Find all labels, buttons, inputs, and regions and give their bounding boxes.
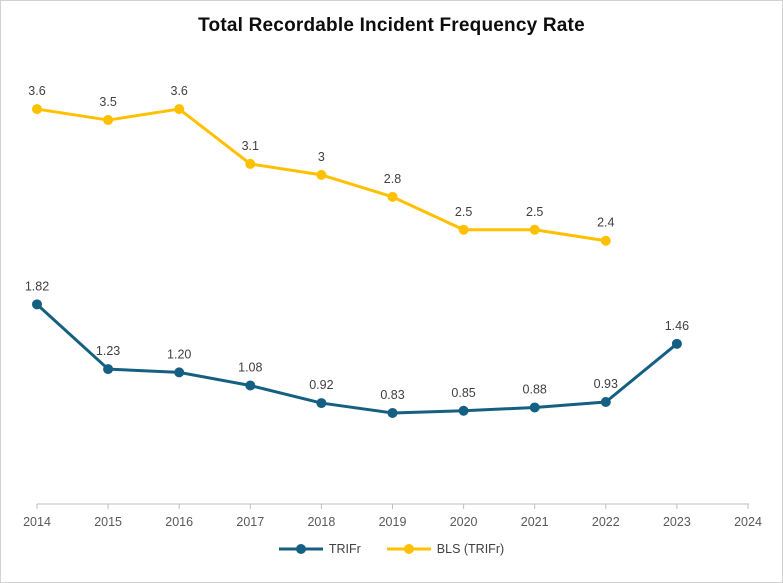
- data-point-label: 0.88: [523, 382, 547, 396]
- data-point-label: 1.46: [665, 319, 689, 333]
- legend-label-trifr: TRIFr: [328, 542, 361, 556]
- data-point-label: 3: [318, 150, 325, 164]
- data-point-label: 3.5: [99, 95, 116, 109]
- x-axis-tick-label: 2017: [236, 515, 264, 529]
- x-axis-tick-label: 2015: [94, 515, 122, 529]
- data-point-marker: [316, 398, 327, 409]
- data-point-marker: [458, 405, 469, 416]
- data-point-marker: [316, 169, 327, 180]
- x-axis-tick-label: 2021: [521, 515, 549, 529]
- data-point-label: 1.23: [96, 344, 120, 358]
- data-point-label: 0.92: [309, 378, 333, 392]
- chart-legend: TRIFr BLS (TRIFr): [1, 542, 782, 556]
- data-point-marker: [458, 224, 469, 235]
- legend-item-bls-trifr: BLS (TRIFr): [386, 542, 505, 556]
- x-axis-tick-label: 2019: [379, 515, 407, 529]
- data-point-marker: [174, 367, 185, 378]
- legend-item-trifr: TRIFr: [278, 542, 361, 556]
- data-point-label: 3.1: [242, 139, 259, 153]
- data-point-label: 1.08: [238, 361, 262, 375]
- data-point-label: 3.6: [28, 84, 45, 98]
- data-point-label: 1.82: [25, 279, 49, 293]
- x-axis-tick-label: 2018: [307, 515, 335, 529]
- data-point-marker: [103, 364, 114, 375]
- data-point-marker: [103, 115, 114, 126]
- data-point-label: 0.93: [594, 377, 618, 391]
- data-point-marker: [245, 380, 256, 391]
- data-point-label: 2.4: [597, 216, 614, 230]
- data-point-marker: [32, 299, 42, 310]
- data-point-label: 2.8: [384, 172, 401, 186]
- x-axis-tick-label: 2016: [165, 515, 193, 529]
- data-point-label: 2.5: [526, 205, 543, 219]
- data-point-marker: [671, 338, 682, 349]
- data-point-marker: [529, 224, 540, 235]
- x-axis-tick-label: 2022: [592, 515, 620, 529]
- data-point-label: 0.83: [380, 388, 404, 402]
- chart-title: Total Recordable Incident Frequency Rate: [198, 15, 585, 36]
- bls-trifr-line-marker-icon: [386, 543, 431, 555]
- x-axis-tick-label: 2020: [450, 515, 478, 529]
- data-point-marker: [529, 402, 540, 413]
- data-point-label: 2.5: [455, 205, 472, 219]
- data-point-marker: [387, 407, 398, 418]
- x-axis-tick-label: 2014: [23, 515, 51, 529]
- data-point-marker: [174, 104, 185, 115]
- data-point-label: 0.85: [451, 386, 475, 400]
- data-point-marker: [32, 104, 42, 115]
- legend-label-bls-trifr: BLS (TRIFr): [436, 542, 505, 556]
- data-point-label: 1.20: [167, 347, 191, 361]
- x-axis-tick-label: 2024: [734, 515, 762, 529]
- data-point-marker: [245, 158, 256, 169]
- data-point-marker: [600, 396, 611, 407]
- data-point-label: 3.6: [171, 84, 188, 98]
- trifr-line-marker-icon: [278, 543, 323, 555]
- series-line: [35, 302, 679, 415]
- data-point-marker: [387, 191, 398, 202]
- x-axis-tick-label: 2023: [663, 515, 691, 529]
- data-point-marker: [600, 235, 611, 246]
